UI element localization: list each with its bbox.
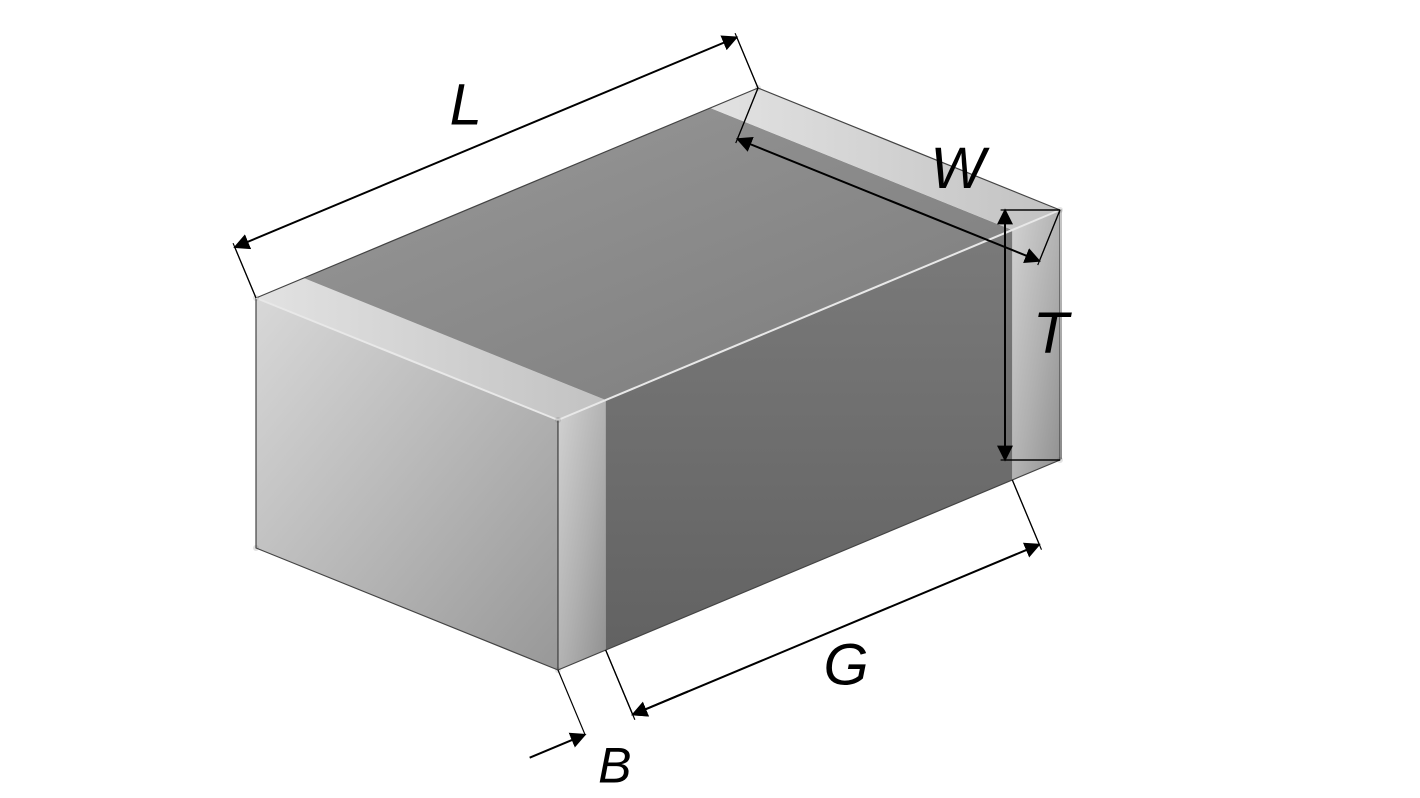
label-B: B (598, 738, 631, 794)
diagram-canvas: L W T G B (0, 0, 1420, 798)
label-W: W (930, 136, 990, 201)
label-L: L (450, 72, 482, 137)
label-T: T (1033, 301, 1072, 366)
label-G: G (823, 633, 868, 698)
